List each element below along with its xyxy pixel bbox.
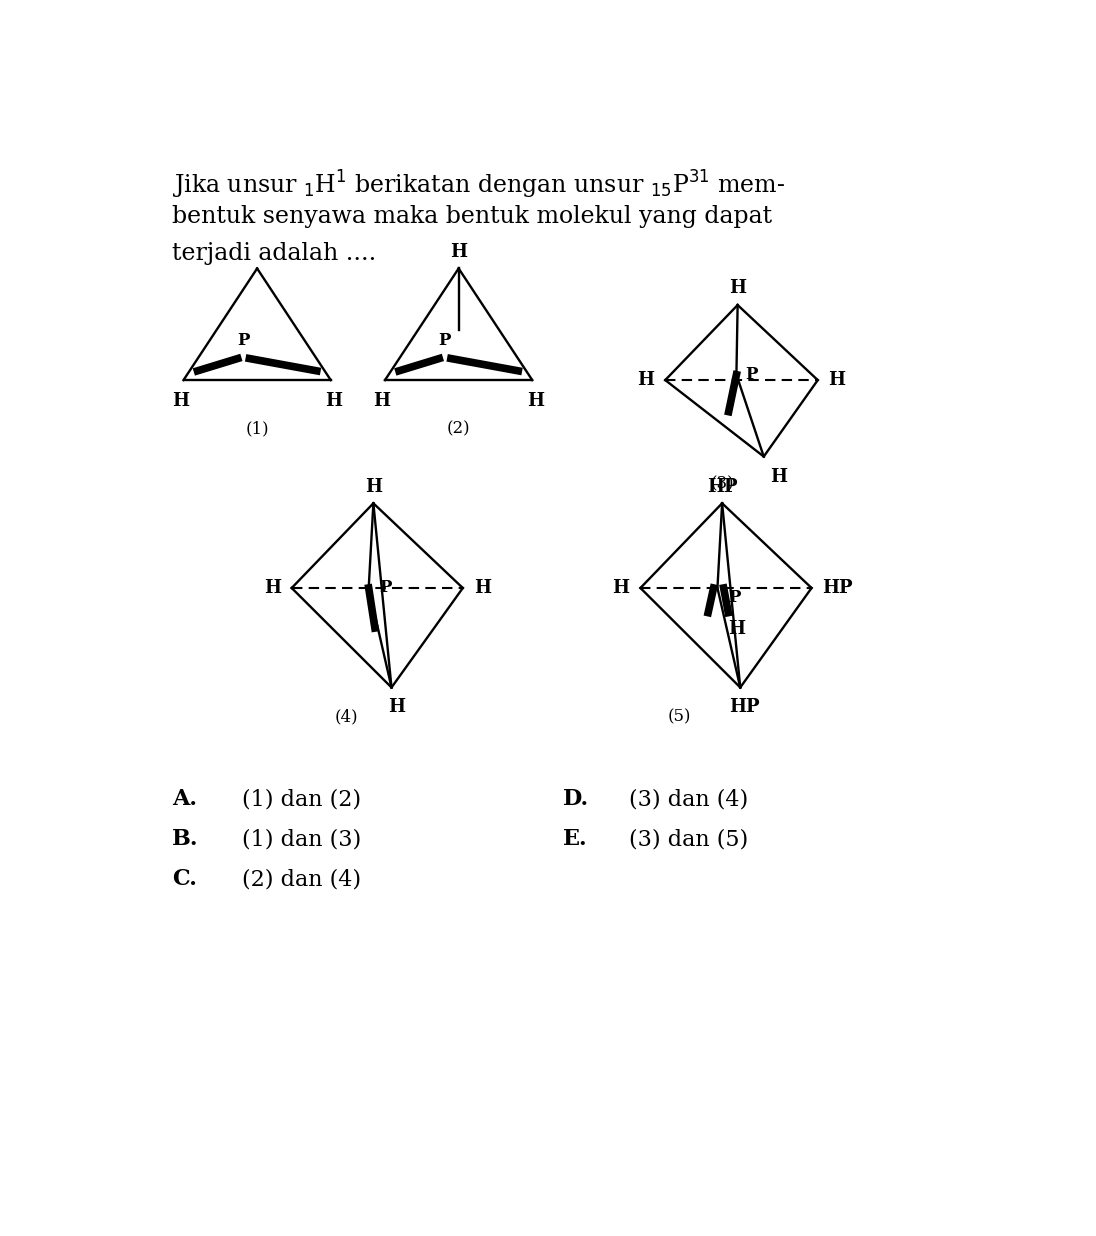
Text: P: P [729,588,741,606]
Text: H: H [638,371,654,389]
Text: P: P [745,366,758,383]
Text: (3) dan (5): (3) dan (5) [629,828,749,850]
Text: terjadi adalah ....: terjadi adalah .... [172,242,376,266]
Text: H: H [172,392,189,410]
Text: E.: E. [563,828,587,850]
Text: P: P [237,331,250,349]
Text: H: H [527,392,544,410]
Text: (1): (1) [246,420,269,438]
Text: (2) dan (4): (2) dan (4) [241,868,361,890]
Text: (5): (5) [667,708,692,726]
Text: (2): (2) [447,420,470,438]
Text: H: H [450,242,467,261]
Text: HP: HP [822,578,853,597]
Text: Jika unsur $_{1}$H$^{1}$ berikatan dengan unsur $_{15}$P$^{31}$ mem-: Jika unsur $_{1}$H$^{1}$ berikatan denga… [172,168,785,200]
Text: H: H [388,698,404,716]
Text: HP: HP [730,698,761,716]
Text: H: H [770,468,787,486]
Text: H: H [729,279,746,298]
Text: A.: A. [172,789,197,810]
Text: B.: B. [172,828,198,850]
Text: D.: D. [563,789,590,810]
Text: H: H [729,620,745,638]
Text: P: P [438,331,450,349]
Text: H: H [613,578,629,597]
Text: bentuk senyawa maka bentuk molekul yang dapat: bentuk senyawa maka bentuk molekul yang … [172,205,772,229]
Text: (1) dan (2): (1) dan (2) [241,789,361,810]
Text: (4): (4) [334,708,358,726]
Text: H: H [326,392,342,410]
Text: H: H [829,371,846,389]
Text: H: H [473,578,491,597]
Text: (1) dan (3): (1) dan (3) [241,828,361,850]
Text: H: H [264,578,281,597]
Text: (3) dan (4): (3) dan (4) [629,789,749,810]
Text: H: H [374,392,390,410]
Text: HP: HP [707,477,738,496]
Text: (3): (3) [710,476,734,492]
Text: H: H [365,477,381,496]
Text: C.: C. [172,868,197,890]
Text: P: P [379,580,392,597]
